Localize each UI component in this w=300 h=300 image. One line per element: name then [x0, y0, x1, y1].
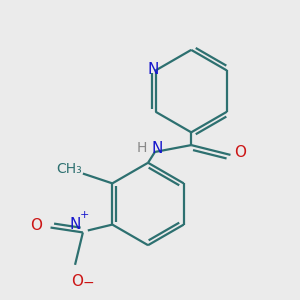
Text: +: + [80, 210, 89, 220]
Text: H: H [137, 141, 147, 155]
Text: N: N [69, 217, 81, 232]
Text: −: − [83, 275, 94, 290]
Text: O: O [234, 146, 246, 160]
Text: O: O [71, 274, 83, 289]
Text: N: N [148, 62, 159, 77]
Text: CH₃: CH₃ [56, 162, 82, 176]
Text: O: O [30, 218, 42, 233]
Text: N: N [151, 140, 163, 155]
